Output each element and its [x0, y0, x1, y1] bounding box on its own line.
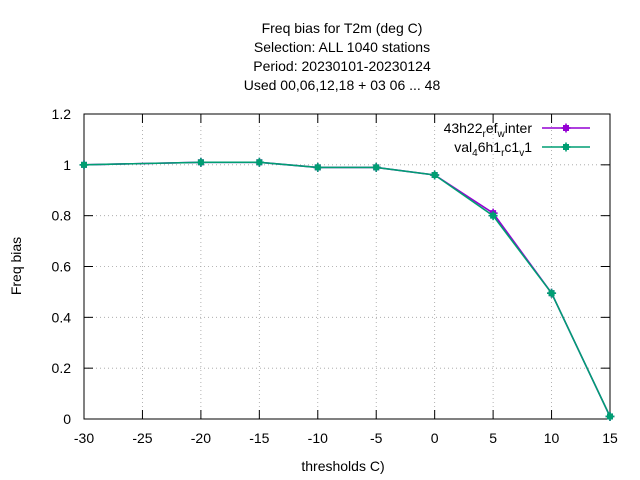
- y-tick-label: 1: [63, 157, 71, 173]
- legend-label-part: 6h1: [478, 139, 502, 155]
- data-point: [313, 162, 323, 172]
- legend-label-part: ef: [486, 120, 498, 136]
- legend-label-part: r: [483, 129, 487, 140]
- legend-label-part: inter: [505, 120, 533, 136]
- legend-label-1: val46h1rc1v1: [454, 139, 532, 159]
- data-point: [79, 160, 89, 170]
- x-tick-label: 0: [431, 430, 439, 446]
- legend-marker-0: [561, 123, 571, 133]
- data-point: [547, 288, 557, 298]
- legend-label-part: val: [454, 139, 472, 155]
- data-point: [196, 157, 206, 167]
- legend-item-1: val46h1rc1v1: [454, 139, 590, 159]
- x-tick-labels: -30 -25 -20 -15 -10 -5 0 5 10 15: [74, 430, 618, 446]
- x-tick-label: -20: [191, 430, 211, 446]
- legend-label-0: 43h22refwinter: [444, 120, 533, 140]
- y-tick-label: 0.2: [52, 360, 72, 376]
- data-point: [488, 211, 498, 221]
- x-tick-label: -25: [132, 430, 152, 446]
- series-group: [79, 157, 615, 421]
- series-line-1: [83, 161, 611, 417]
- legend-item-0: 43h22refwinter: [444, 120, 590, 140]
- legend-label-part: 4: [472, 148, 478, 159]
- title-line-3: Used 00,06,12,18 + 03 06 ... 48: [244, 77, 441, 93]
- x-tick-label: -30: [74, 430, 94, 446]
- series-0: [79, 157, 615, 421]
- data-point: [254, 157, 264, 167]
- x-tick-label: -15: [249, 430, 269, 446]
- legend-label-part: 1: [524, 139, 532, 155]
- y-axis-label: Freq bias: [8, 237, 24, 295]
- x-axis-label: thresholds C): [301, 458, 384, 474]
- y-tick-labels: 0 0.2 0.4 0.6 0.8 1 1.2: [52, 106, 72, 427]
- title-line-1: Selection: ALL 1040 stations: [254, 39, 430, 55]
- legend-label-part: 43h22: [444, 120, 483, 136]
- y-tick-label: 0: [63, 411, 71, 427]
- y-tick-label: 0.4: [52, 309, 72, 325]
- legend-label-part: c1: [504, 139, 519, 155]
- legend-marker-1: [561, 142, 571, 152]
- y-tick-label: 0.6: [52, 259, 72, 275]
- legend-label-part: v: [519, 148, 524, 159]
- title-line-2: Period: 20230101-20230124: [253, 58, 431, 74]
- x-tick-label: 5: [489, 430, 497, 446]
- x-tick-label: 10: [544, 430, 560, 446]
- legend-label-part: r: [501, 148, 505, 159]
- x-tick-label: 15: [602, 430, 618, 446]
- data-point: [430, 170, 440, 180]
- legend-label-part: w: [497, 129, 506, 140]
- series-1: [79, 157, 615, 421]
- x-tick-label: -10: [308, 430, 328, 446]
- x-tick-label: -5: [370, 430, 383, 446]
- data-point: [371, 162, 381, 172]
- y-tick-label: 1.2: [52, 106, 72, 122]
- series-line-0: [83, 161, 611, 417]
- title-line-0: Freq bias for T2m (deg C): [262, 20, 423, 36]
- chart-title: Freq bias for T2m (deg C) Selection: ALL …: [244, 20, 441, 93]
- data-point: [605, 411, 615, 421]
- y-tick-label: 0.8: [52, 208, 72, 224]
- grid-lines: [84, 114, 610, 419]
- axis-ticks: [83, 113, 611, 420]
